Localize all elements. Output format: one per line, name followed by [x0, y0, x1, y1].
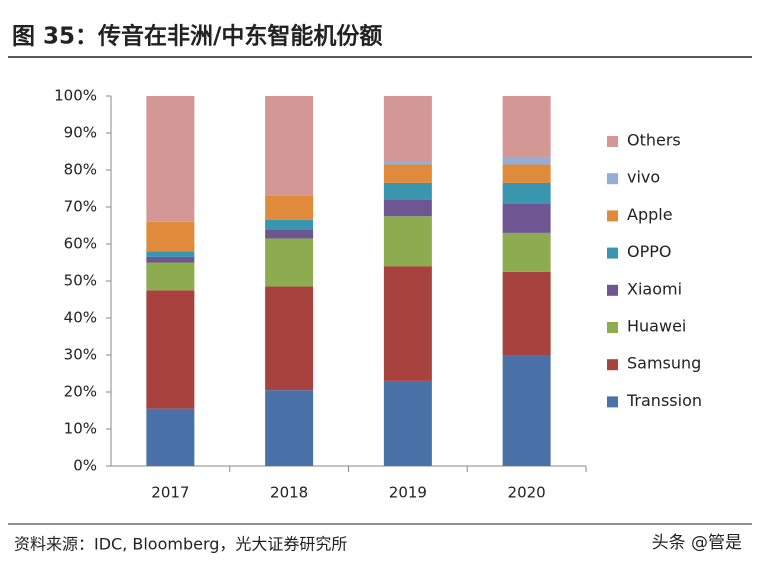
bar-segment: [146, 96, 195, 222]
bar-segment: [383, 164, 432, 183]
y-tick-label: 70%: [64, 198, 97, 216]
bar-segment: [146, 221, 195, 252]
bar-segment: [502, 96, 551, 158]
bar-segment: [265, 286, 314, 391]
y-tick-label: 30%: [64, 346, 97, 364]
y-tick-label: 100%: [54, 87, 97, 105]
bar-segment: [383, 216, 432, 267]
bar-segment: [502, 157, 551, 165]
bar-segment: [146, 262, 195, 291]
legend-label: Huawei: [627, 317, 686, 336]
legend-swatch: [607, 210, 618, 222]
bar-segment: [265, 238, 314, 287]
legend-swatch: [607, 359, 618, 371]
x-tick-label: 2017: [151, 484, 189, 502]
bar-segment: [502, 232, 551, 272]
legend-swatch: [607, 284, 618, 296]
x-tick-label: 2018: [270, 484, 308, 502]
legend-swatch: [607, 136, 618, 147]
bar-segment: [502, 271, 551, 355]
bar-segment: [146, 408, 195, 466]
bar-segment: [502, 355, 551, 466]
chart-title: 图 35：传音在非洲/中东智能机份额: [12, 23, 382, 50]
legend-swatch: [607, 173, 618, 185]
y-tick-label: 60%: [64, 235, 97, 253]
bar-segment: [265, 219, 314, 230]
bar-segment: [502, 164, 551, 183]
legend-label: Xiaomi: [627, 279, 682, 298]
source: 资料来源：IDC, Bloomberg，光大证券研究所: [14, 535, 347, 554]
bar-segment: [146, 290, 195, 409]
bar-segment: [383, 199, 432, 217]
y-tick-label: 40%: [64, 309, 97, 327]
legend-label: Transsion: [626, 391, 702, 410]
legend-label: Samsung: [627, 354, 701, 373]
legend-label: Apple: [627, 205, 673, 224]
bar-segment: [146, 251, 195, 257]
bar-segment: [383, 266, 432, 381]
bar-segment: [502, 203, 551, 233]
bar-segment: [383, 161, 432, 165]
y-tick-label: 20%: [64, 383, 97, 401]
watermark: 头条 @管是: [652, 533, 742, 553]
x-tick-label: 2019: [389, 484, 427, 502]
bar-segment: [383, 182, 432, 200]
legend-label: Others: [627, 131, 681, 150]
bar-segment: [146, 256, 195, 263]
y-tick-label: 10%: [64, 420, 97, 438]
bar-segment: [265, 390, 314, 466]
y-tick-label: 50%: [64, 272, 97, 290]
y-tick-label: 80%: [64, 161, 97, 179]
y-tick-label: 90%: [64, 124, 97, 142]
legend-swatch: [607, 322, 618, 333]
legend-label: OPPO: [627, 242, 671, 261]
bar-segment: [502, 182, 551, 204]
y-tick-label: 0%: [73, 457, 97, 475]
bar-segment: [265, 229, 314, 239]
legend-swatch: [607, 396, 618, 408]
legend-label: vivo: [627, 168, 660, 187]
x-tick-label: 2020: [508, 484, 546, 502]
bar-segment: [265, 96, 314, 196]
legend-swatch: [607, 247, 618, 259]
bar-segment: [383, 380, 432, 466]
bar-segment: [265, 195, 314, 220]
bar-segment: [383, 96, 432, 162]
